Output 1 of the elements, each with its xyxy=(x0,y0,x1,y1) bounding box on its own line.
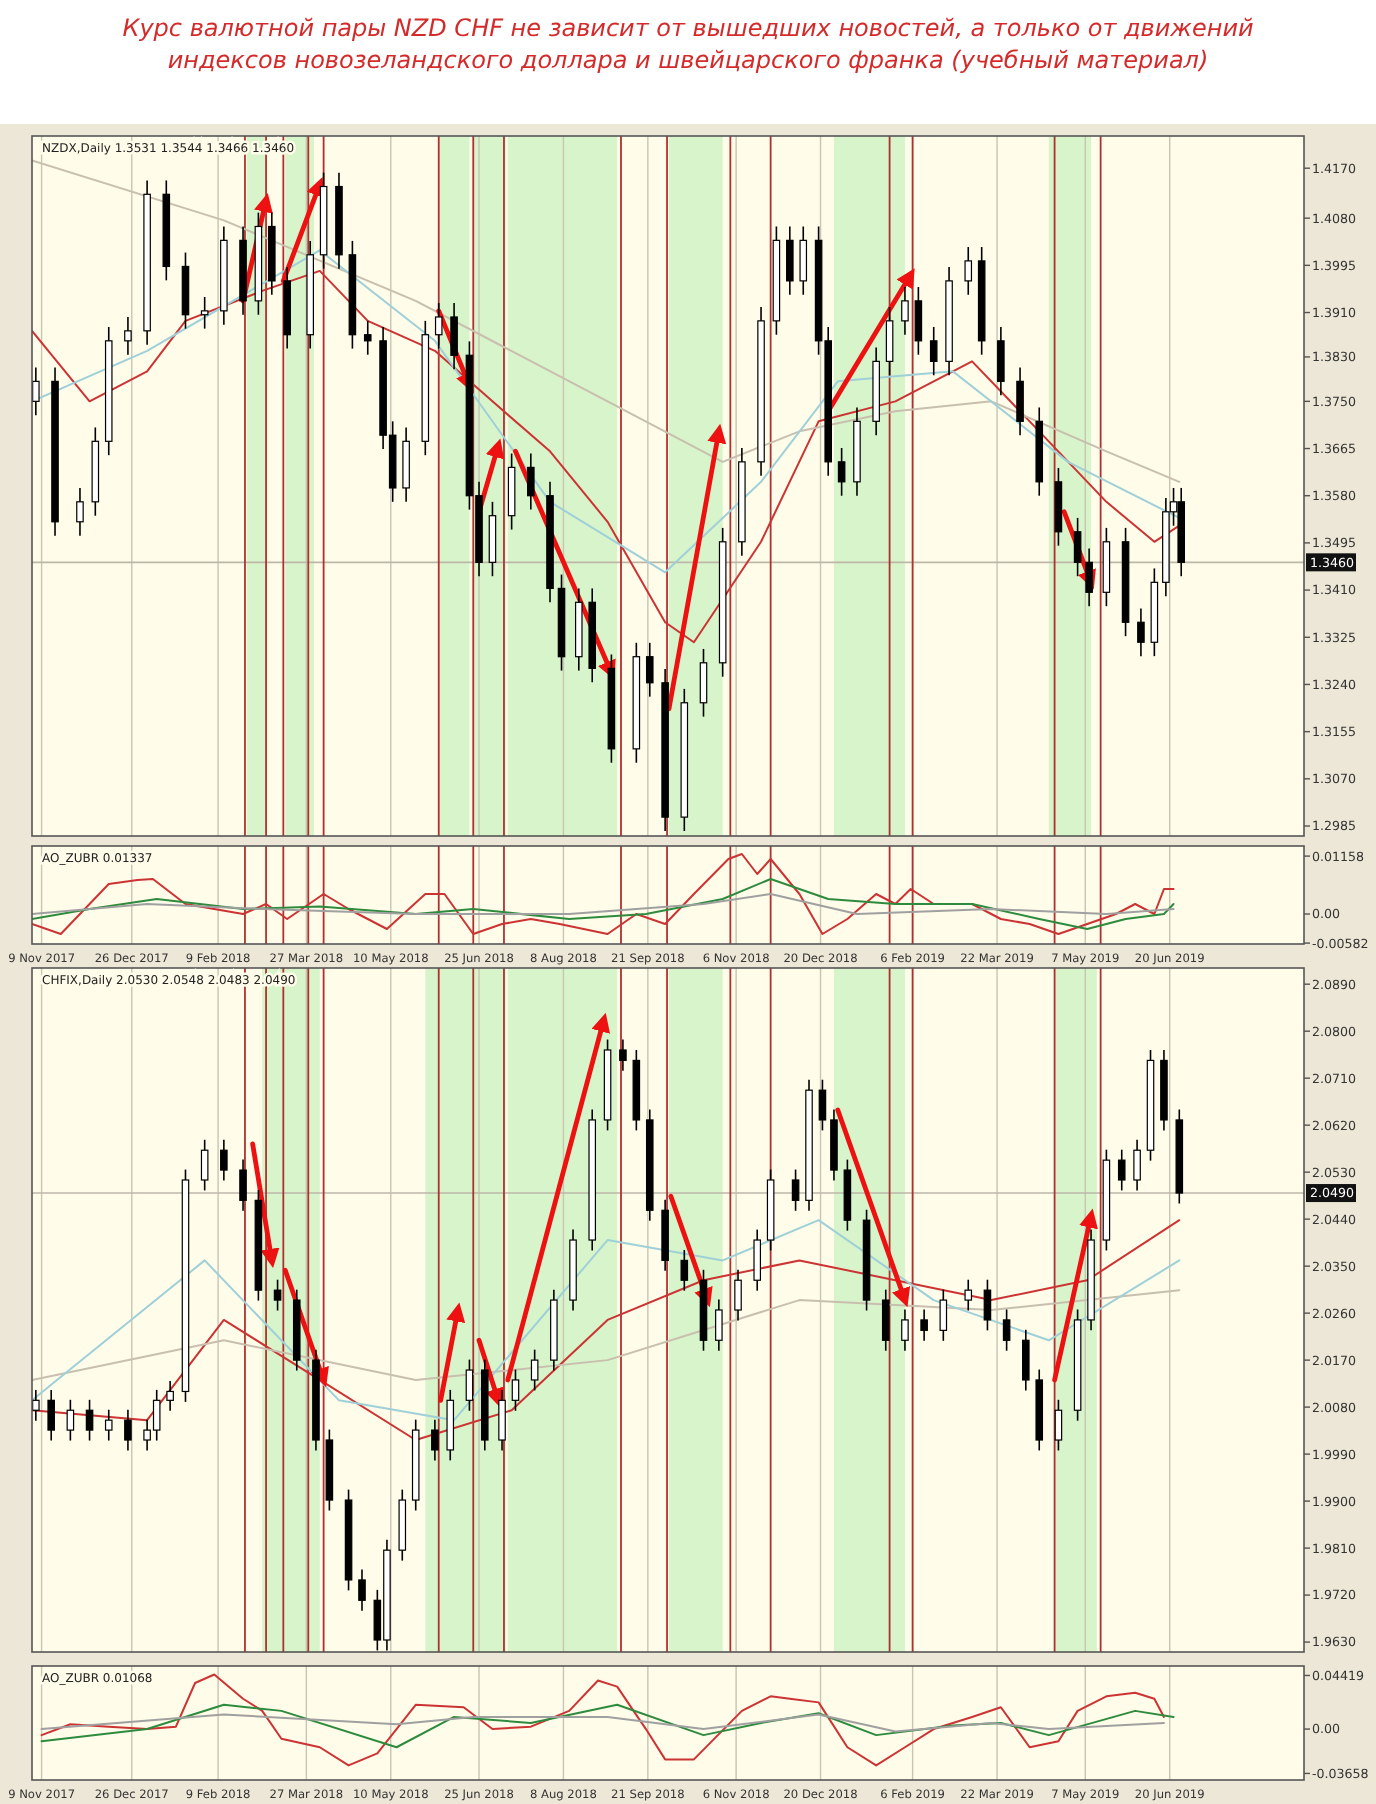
chart-title: Курс валютной пары NZD CHF не зависит от вышедших новостей, а только от движений индексов новозеландского доллара и швейцарского франка (учебный материал) xyxy=(122,14,1254,74)
